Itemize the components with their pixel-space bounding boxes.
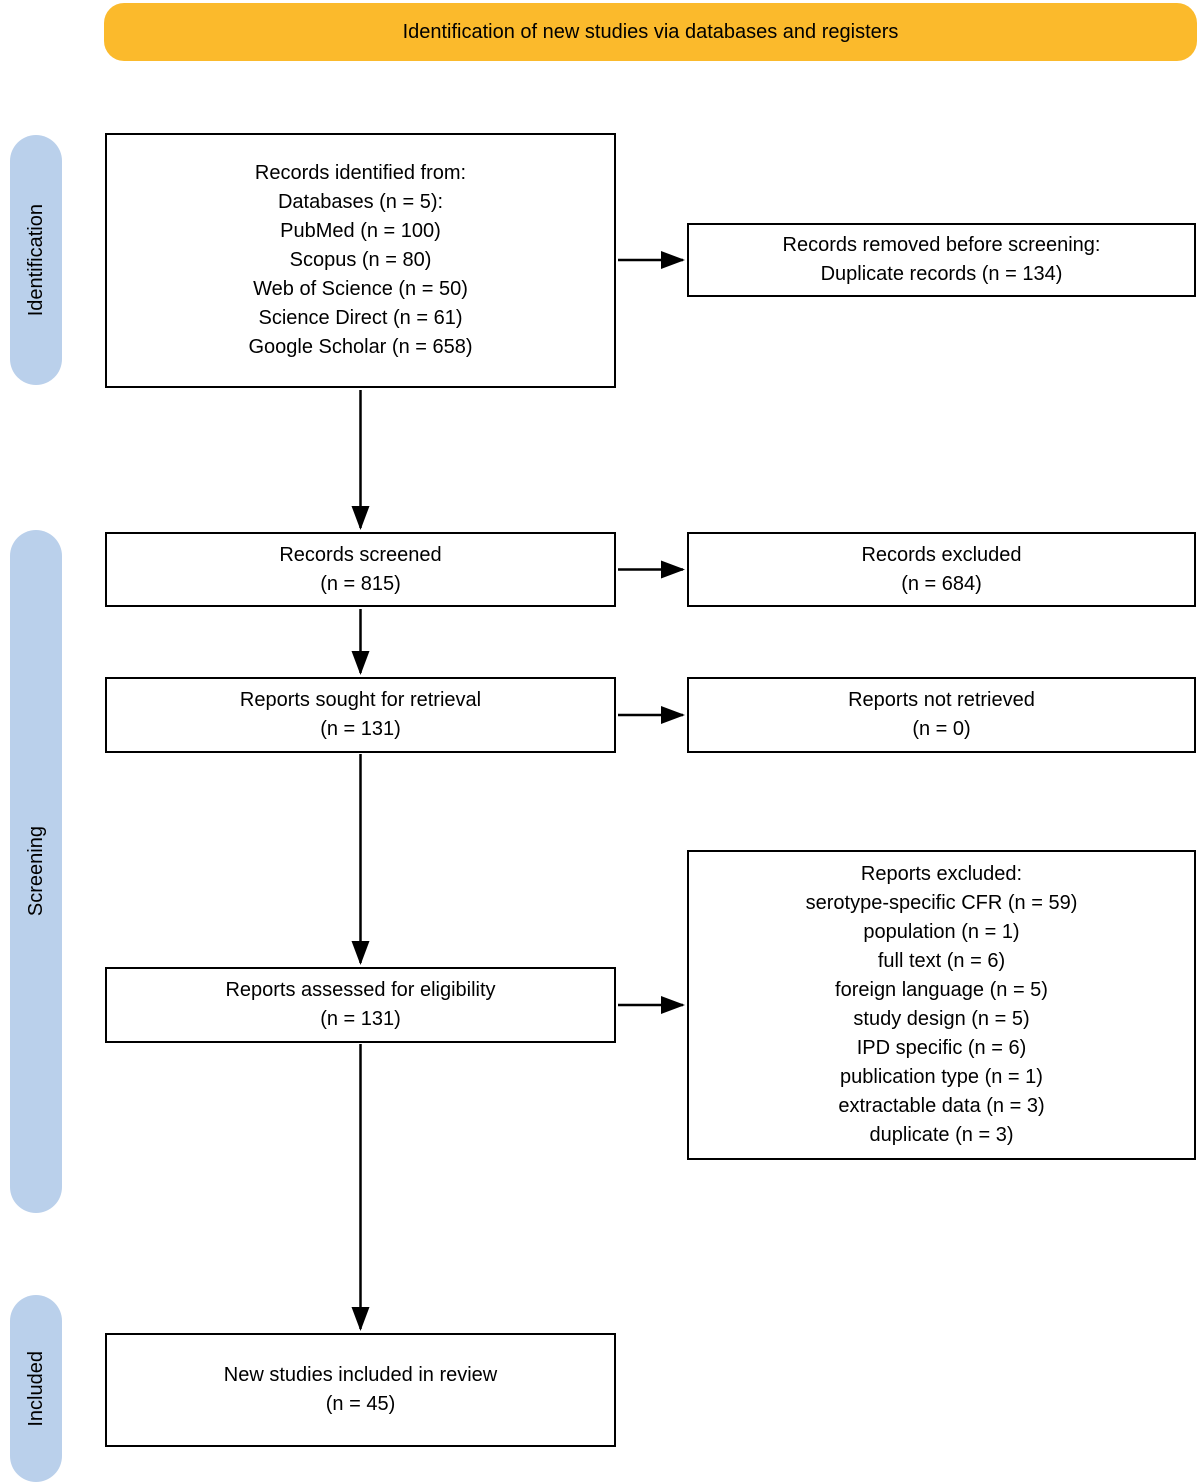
box-reports-not-retrieved: Reports not retrieved (n = 0) [687, 677, 1196, 753]
box-line: Scopus (n = 80) [289, 249, 432, 271]
box-records-identified: Records identified from: Databases (n = … [105, 133, 616, 388]
box-line: Google Scholar (n = 658) [248, 336, 473, 358]
box-line: serotype-specific CFR (n = 59) [805, 892, 1078, 914]
box-line: PubMed (n = 100) [280, 220, 441, 242]
box-line: Web of Science (n = 50) [253, 278, 468, 300]
banner-identification: Identification of new studies via databa… [104, 3, 1197, 61]
box-records-excluded: Records excluded (n = 684) [687, 532, 1196, 607]
box-line: (n = 131) [320, 1008, 401, 1030]
box-new-studies-included: New studies included in review (n = 45) [105, 1333, 616, 1447]
box-line: study design (n = 5) [853, 1008, 1030, 1030]
box-line: duplicate (n = 3) [869, 1124, 1014, 1146]
box-line: Records removed before screening: [782, 234, 1101, 256]
box-records-removed: Records removed before screening: Duplic… [687, 223, 1196, 297]
box-reports-excluded: Reports excluded: serotype-specific CFR … [687, 850, 1196, 1160]
box-line: foreign language (n = 5) [835, 979, 1048, 1001]
stage-label-included: Included [24, 1350, 47, 1427]
box-line: (n = 0) [912, 718, 971, 740]
box-line: Science Direct (n = 61) [258, 307, 463, 329]
stage-pill-screening: Screening [10, 530, 62, 1213]
box-line: (n = 131) [320, 718, 401, 740]
banner-label: Identification of new studies via databa… [402, 20, 899, 43]
box-line: population (n = 1) [863, 921, 1020, 943]
box-line: Reports not retrieved [848, 689, 1035, 711]
box-line: Records identified from: [254, 162, 467, 184]
stage-pill-included: Included [10, 1295, 62, 1482]
box-line: (n = 815) [320, 572, 401, 595]
box-line: publication type (n = 1) [840, 1066, 1043, 1088]
box-line: Duplicate records (n = 134) [820, 263, 1063, 285]
box-line: full text (n = 6) [877, 950, 1006, 972]
box-line: Records screened [279, 543, 442, 566]
box-line: Databases (n = 5): [277, 191, 444, 213]
box-line: Reports sought for retrieval [239, 689, 482, 711]
box-line: (n = 45) [325, 1393, 396, 1415]
box-reports-sought: Reports sought for retrieval (n = 131) [105, 677, 616, 753]
box-line: Reports excluded: [860, 863, 1023, 885]
box-line: IPD specific (n = 6) [856, 1037, 1027, 1059]
box-line: Reports assessed for eligibility [225, 979, 496, 1001]
box-line: New studies included in review [223, 1364, 498, 1386]
box-reports-assessed: Reports assessed for eligibility (n = 13… [105, 967, 616, 1043]
box-line: Records excluded [861, 543, 1022, 566]
stage-pill-identification: Identification [10, 135, 62, 385]
stage-label-identification: Identification [24, 203, 47, 317]
box-line: (n = 684) [901, 572, 982, 595]
box-records-screened: Records screened (n = 815) [105, 532, 616, 607]
box-line: extractable data (n = 3) [838, 1095, 1045, 1117]
stage-label-screening: Screening [24, 826, 47, 917]
